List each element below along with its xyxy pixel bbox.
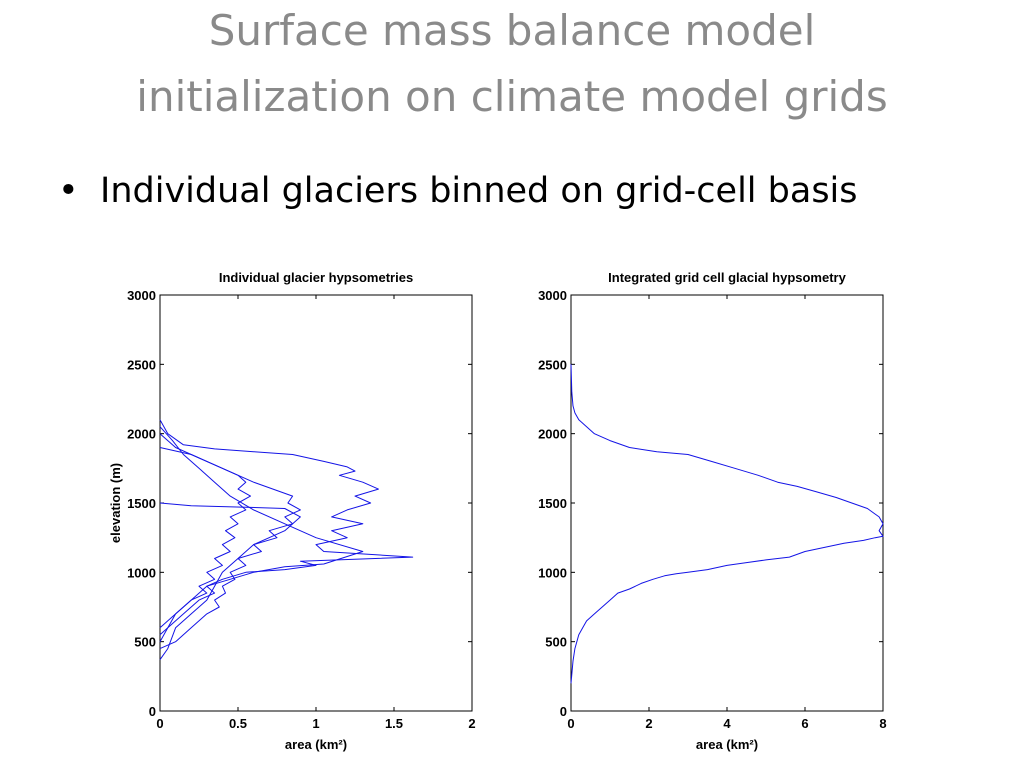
bullet-dot-icon: • (58, 171, 79, 211)
chart-1-y-tick-label: 1500 (127, 496, 156, 511)
chart-1-x-tick-label: 0 (156, 716, 163, 731)
chart-1-x-tick-label: 1 (312, 716, 319, 731)
chart-2-title: Integrated grid cell glacial hypsometry (608, 270, 846, 285)
slide-title-line-2: initialization on climate model grids (136, 72, 888, 121)
chart-1-y-tick-label: 0 (149, 704, 156, 719)
chart-2-x-tick-label: 6 (801, 716, 808, 731)
chart-1-x-axis-label: area (km²) (285, 737, 347, 752)
chart-2-x-axis-label: area (km²) (696, 737, 758, 752)
chart-2-y-tick-label: 2000 (538, 427, 567, 442)
chart-2-series-line-1 (570, 364, 884, 684)
chart-2-x-tick-label: 0 (567, 716, 574, 731)
chart-2-y-tick-label: 1000 (538, 565, 567, 580)
chart-2-y-tick-label: 500 (545, 635, 567, 650)
chart-1-y-tick-label: 2500 (127, 357, 156, 372)
chart-2-x-tick-label: 4 (723, 716, 731, 731)
chart-1-series-line-4 (159, 502, 301, 660)
chart-1-series-line-1 (159, 419, 414, 642)
chart-1-x-tick-label: 1.5 (385, 716, 403, 731)
chart-2-x-tick-label: 8 (879, 716, 886, 731)
chart-2-y-tick-label: 2500 (538, 357, 567, 372)
chart-1-title: Individual glacier hypsometries (219, 270, 413, 285)
chart-1-y-tick-label: 500 (134, 635, 156, 650)
chart-1-series-line-2 (159, 433, 251, 629)
chart-1-x-tick-label: 0.5 (229, 716, 247, 731)
chart-2-y-tick-label: 3000 (538, 288, 567, 303)
chart-1-y-tick-label: 2000 (127, 427, 156, 442)
chart-1-y-tick-label: 3000 (127, 288, 156, 303)
chart-2-y-tick-label: 1500 (538, 496, 567, 511)
bullet-item: • Individual glaciers binned on grid-cell… (58, 166, 858, 216)
chart-2-x-tick-label: 2 (645, 716, 652, 731)
chart-2-axes-box (570, 294, 884, 712)
slide-title-line-1: Surface mass balance model (208, 6, 816, 55)
chart-2-y-tick-label: 0 (560, 704, 567, 719)
chart-1-y-axis-label: elevation (m) (108, 463, 123, 543)
chart-1-y-tick-label: 1000 (127, 565, 156, 580)
chart-1-series-line-3 (159, 447, 301, 650)
chart-1-x-tick-label: 2 (468, 716, 475, 731)
bullet-text: Individual glaciers binned on grid-cell … (100, 171, 858, 211)
chart-1-series-line-5 (159, 426, 364, 636)
chart-1-axes-box (159, 294, 473, 712)
